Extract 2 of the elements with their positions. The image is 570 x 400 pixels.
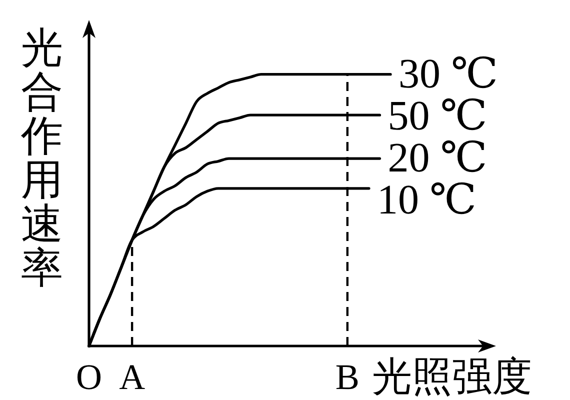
x-label: 光照强度: [372, 354, 532, 399]
y-label: 光合作用速率: [21, 26, 63, 292]
